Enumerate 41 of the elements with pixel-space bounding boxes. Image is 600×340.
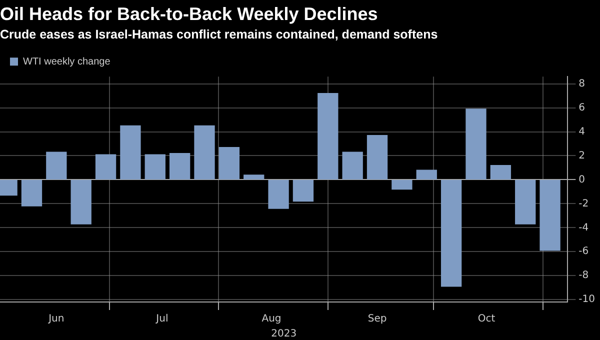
- bar: [366, 135, 388, 180]
- y-tick-label: -6: [578, 246, 589, 258]
- bar: [292, 180, 314, 202]
- chart-title: Oil Heads for Back-to-Back Weekly Declines: [0, 4, 378, 24]
- bar: [540, 180, 560, 251]
- y-tick-label: 2: [578, 150, 586, 162]
- y-tick-label: -10: [578, 294, 596, 306]
- bar: [490, 164, 512, 180]
- x-tick-label: Aug: [262, 314, 282, 325]
- bar: [268, 180, 289, 209]
- bar: [70, 180, 92, 224]
- chart-subtitle: Crude eases as Israel-Hamas conflict remains contained, demand softens: [0, 28, 438, 42]
- y-tick-label: -8: [578, 270, 589, 282]
- x-tick-label: Oct: [478, 314, 496, 325]
- bar: [21, 180, 42, 206]
- legend-label: WTI weekly change: [23, 56, 111, 68]
- bar: [416, 170, 437, 180]
- bar: [144, 154, 166, 180]
- bar: [120, 125, 141, 180]
- bar: [244, 174, 264, 180]
- bar: [46, 152, 67, 180]
- bar: [169, 153, 190, 180]
- bar: [218, 147, 240, 180]
- bar: [466, 108, 486, 180]
- bar: [194, 125, 215, 180]
- bar: [342, 152, 363, 180]
- bar: [392, 180, 412, 190]
- bar: [440, 180, 462, 287]
- bar: [318, 93, 338, 180]
- x-tick-label: Sep: [368, 314, 387, 325]
- y-tick-label: -4: [578, 222, 589, 234]
- y-tick-label: 8: [578, 78, 586, 90]
- x-tick-label: Jun: [48, 314, 64, 325]
- y-tick-label: 4: [578, 126, 586, 138]
- y-tick-label: 0: [578, 174, 586, 186]
- bar: [95, 154, 116, 180]
- y-tick-label: 6: [578, 102, 586, 114]
- x-axis-title: 2023: [271, 328, 297, 340]
- y-tick-label: -2: [578, 198, 589, 210]
- x-tick-label: Jul: [155, 314, 168, 325]
- bar: [515, 180, 536, 224]
